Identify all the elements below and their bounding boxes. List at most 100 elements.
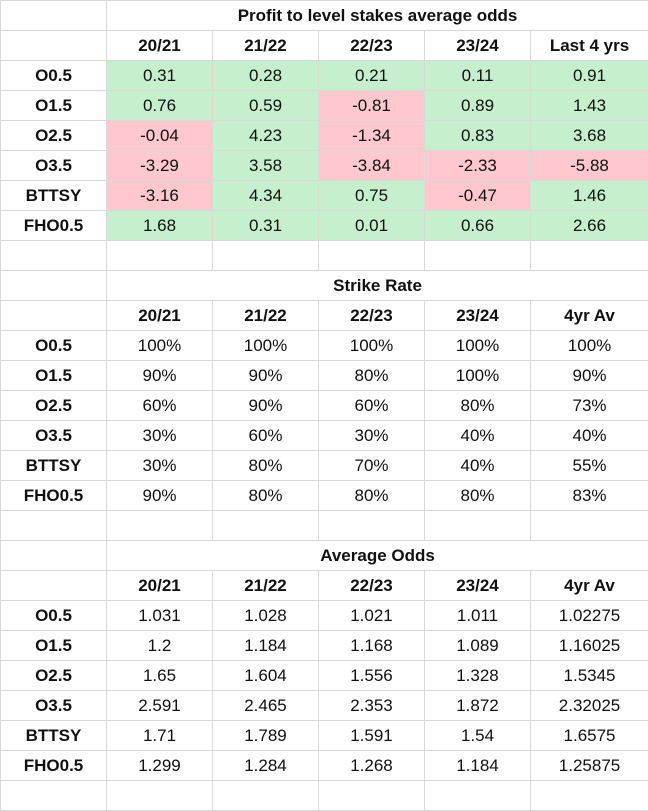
value-cell[interactable]: 80% xyxy=(213,481,319,511)
row-label[interactable]: BTTSY xyxy=(1,721,107,751)
empty-cell[interactable] xyxy=(1,271,107,301)
column-header[interactable]: 22/23 xyxy=(319,31,425,61)
profit-cell-negative[interactable]: -3.29 xyxy=(107,151,213,181)
profit-cell-positive[interactable]: 0.31 xyxy=(107,61,213,91)
value-cell[interactable]: 40% xyxy=(425,421,531,451)
row-label[interactable]: FHO0.5 xyxy=(1,751,107,781)
value-cell[interactable]: 1.54 xyxy=(425,721,531,751)
value-cell[interactable]: 1.328 xyxy=(425,661,531,691)
value-cell[interactable]: 90% xyxy=(213,361,319,391)
value-cell[interactable]: 90% xyxy=(107,361,213,391)
table-title[interactable]: Average Odds xyxy=(107,541,648,571)
profit-cell-positive[interactable]: 1.43 xyxy=(531,91,648,121)
value-cell[interactable]: 100% xyxy=(425,331,531,361)
value-cell[interactable]: 30% xyxy=(107,451,213,481)
value-cell[interactable]: 40% xyxy=(425,451,531,481)
value-cell[interactable]: 30% xyxy=(319,421,425,451)
empty-cell[interactable] xyxy=(319,781,425,811)
empty-cell[interactable] xyxy=(1,301,107,331)
profit-cell-negative[interactable]: -1.34 xyxy=(319,121,425,151)
value-cell[interactable]: 1.789 xyxy=(213,721,319,751)
value-cell[interactable]: 1.02275 xyxy=(531,601,648,631)
value-cell[interactable]: 1.184 xyxy=(425,751,531,781)
empty-cell[interactable] xyxy=(425,781,531,811)
empty-cell[interactable] xyxy=(531,781,648,811)
column-header[interactable]: 20/21 xyxy=(107,571,213,601)
value-cell[interactable]: 55% xyxy=(531,451,648,481)
profit-cell-positive[interactable]: 0.59 xyxy=(213,91,319,121)
profit-cell-positive[interactable]: 0.28 xyxy=(213,61,319,91)
column-header[interactable]: 23/24 xyxy=(425,571,531,601)
profit-cell-positive[interactable]: 0.75 xyxy=(319,181,425,211)
column-header[interactable]: 22/23 xyxy=(319,301,425,331)
row-label[interactable]: O3.5 xyxy=(1,151,107,181)
row-label[interactable]: O2.5 xyxy=(1,391,107,421)
empty-cell[interactable] xyxy=(531,241,648,271)
profit-cell-positive[interactable]: 0.21 xyxy=(319,61,425,91)
value-cell[interactable]: 90% xyxy=(531,361,648,391)
value-cell[interactable]: 1.021 xyxy=(319,601,425,631)
column-header[interactable]: 21/22 xyxy=(213,301,319,331)
value-cell[interactable]: 2.353 xyxy=(319,691,425,721)
value-cell[interactable]: 80% xyxy=(425,391,531,421)
empty-cell[interactable] xyxy=(1,781,107,811)
value-cell[interactable]: 1.604 xyxy=(213,661,319,691)
value-cell[interactable]: 1.168 xyxy=(319,631,425,661)
empty-cell[interactable] xyxy=(213,241,319,271)
value-cell[interactable]: 1.5345 xyxy=(531,661,648,691)
column-header[interactable]: 4yr Av xyxy=(531,571,648,601)
profit-cell-positive[interactable]: 0.11 xyxy=(425,61,531,91)
row-label[interactable]: O2.5 xyxy=(1,121,107,151)
empty-cell[interactable] xyxy=(1,31,107,61)
empty-cell[interactable] xyxy=(1,511,107,541)
value-cell[interactable]: 1.284 xyxy=(213,751,319,781)
empty-cell[interactable] xyxy=(213,781,319,811)
column-header[interactable]: 23/24 xyxy=(425,301,531,331)
row-label[interactable]: O1.5 xyxy=(1,361,107,391)
column-header[interactable]: 20/21 xyxy=(107,301,213,331)
row-label[interactable]: BTTSY xyxy=(1,181,107,211)
value-cell[interactable]: 70% xyxy=(319,451,425,481)
empty-cell[interactable] xyxy=(531,511,648,541)
value-cell[interactable]: 1.089 xyxy=(425,631,531,661)
row-label[interactable]: O1.5 xyxy=(1,631,107,661)
row-label[interactable]: O0.5 xyxy=(1,601,107,631)
column-header[interactable]: 20/21 xyxy=(107,31,213,61)
row-label[interactable]: O3.5 xyxy=(1,691,107,721)
value-cell[interactable]: 60% xyxy=(107,391,213,421)
profit-cell-positive[interactable]: 0.66 xyxy=(425,211,531,241)
profit-cell-positive[interactable]: 0.89 xyxy=(425,91,531,121)
value-cell[interactable]: 40% xyxy=(531,421,648,451)
empty-cell[interactable] xyxy=(107,511,213,541)
value-cell[interactable]: 2.591 xyxy=(107,691,213,721)
row-label[interactable]: FHO0.5 xyxy=(1,481,107,511)
value-cell[interactable]: 80% xyxy=(319,481,425,511)
value-cell[interactable]: 100% xyxy=(531,331,648,361)
value-cell[interactable]: 83% xyxy=(531,481,648,511)
profit-cell-positive[interactable]: 1.46 xyxy=(531,181,648,211)
profit-cell-positive[interactable]: 2.66 xyxy=(531,211,648,241)
profit-cell-positive[interactable]: 1.68 xyxy=(107,211,213,241)
table-title[interactable]: Strike Rate xyxy=(107,271,648,301)
value-cell[interactable]: 1.011 xyxy=(425,601,531,631)
value-cell[interactable]: 100% xyxy=(319,331,425,361)
row-label[interactable]: O0.5 xyxy=(1,61,107,91)
column-header[interactable]: Last 4 yrs xyxy=(531,31,648,61)
empty-cell[interactable] xyxy=(425,511,531,541)
empty-cell[interactable] xyxy=(107,241,213,271)
value-cell[interactable]: 60% xyxy=(213,421,319,451)
empty-cell[interactable] xyxy=(425,241,531,271)
empty-cell[interactable] xyxy=(1,571,107,601)
profit-cell-positive[interactable]: 0.91 xyxy=(531,61,648,91)
value-cell[interactable]: 1.6575 xyxy=(531,721,648,751)
empty-cell[interactable] xyxy=(1,1,107,31)
value-cell[interactable]: 100% xyxy=(425,361,531,391)
profit-cell-positive[interactable]: 3.68 xyxy=(531,121,648,151)
value-cell[interactable]: 100% xyxy=(107,331,213,361)
value-cell[interactable]: 1.872 xyxy=(425,691,531,721)
value-cell[interactable]: 1.2 xyxy=(107,631,213,661)
profit-cell-positive[interactable]: 4.23 xyxy=(213,121,319,151)
row-label[interactable]: O0.5 xyxy=(1,331,107,361)
value-cell[interactable]: 80% xyxy=(425,481,531,511)
empty-cell[interactable] xyxy=(319,511,425,541)
